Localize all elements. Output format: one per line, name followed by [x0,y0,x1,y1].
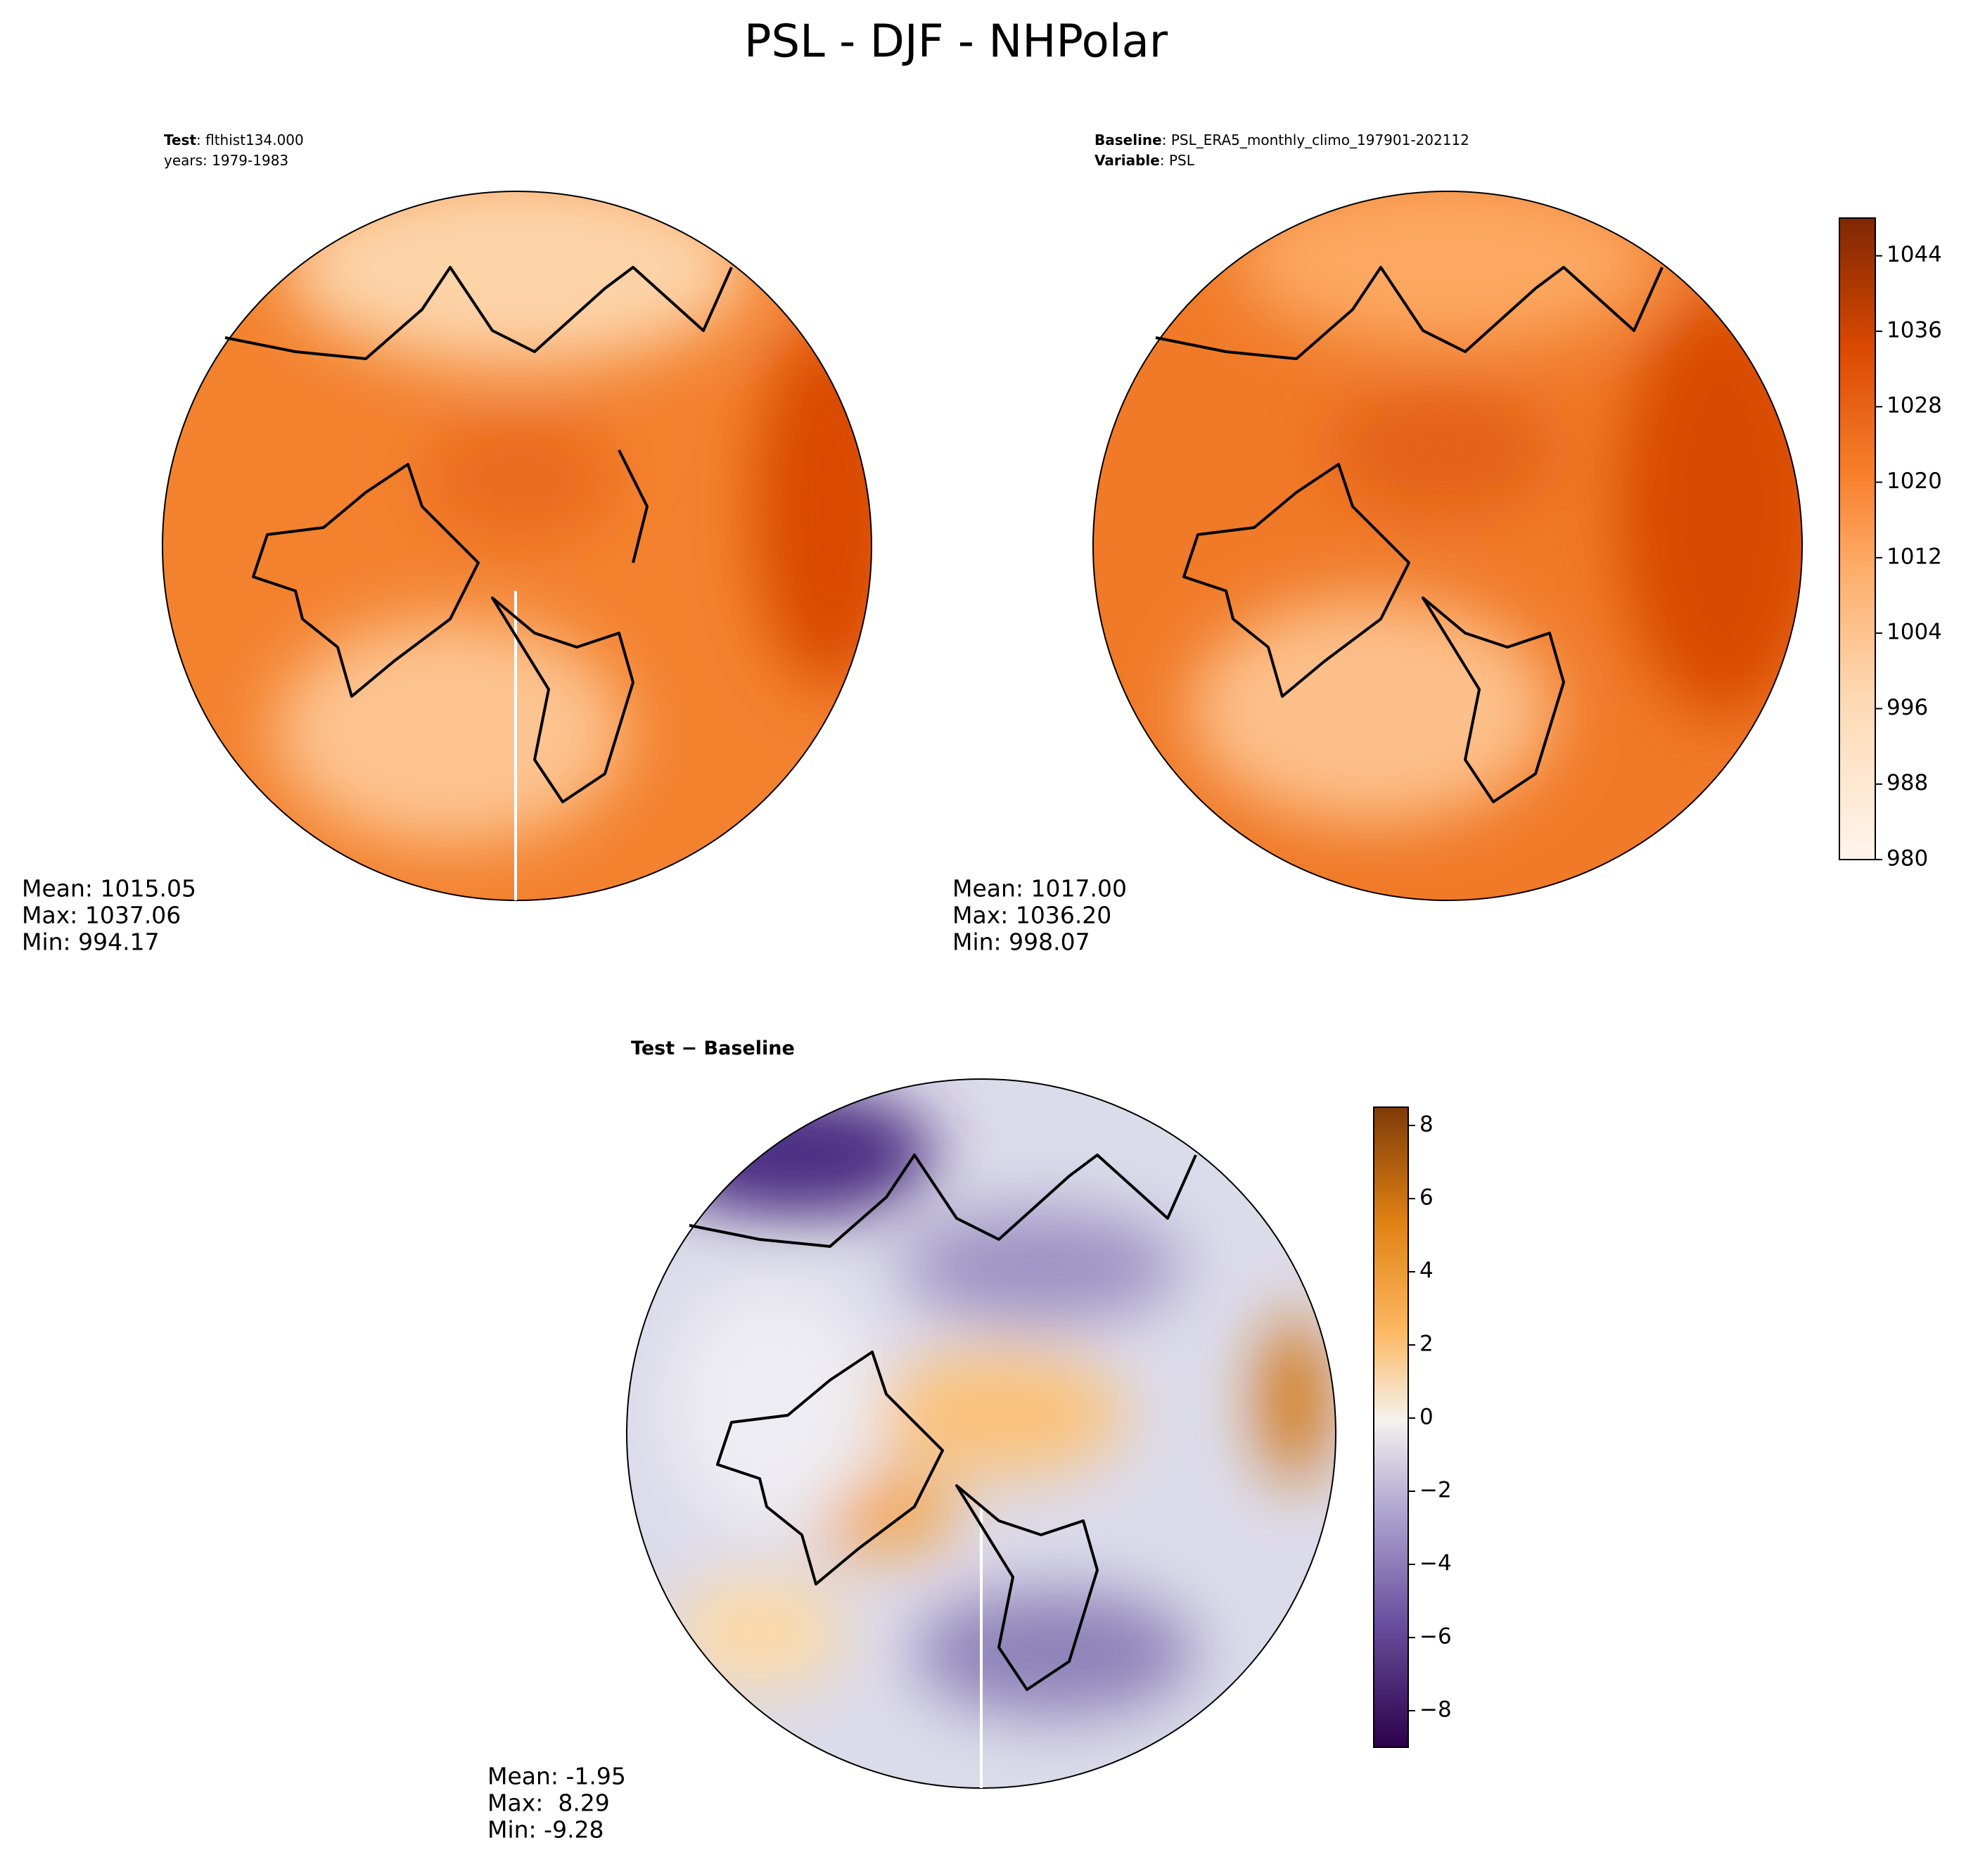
colorbar-tick-label: 1012 [1887,544,1942,569]
colorbar-tick-label: 988 [1887,770,1928,796]
colorbar [1839,217,1876,860]
header-key: Variable [1094,152,1160,169]
colorbar-tick-label: 1028 [1887,393,1942,419]
colorbar-tick-label: 4 [1419,1258,1434,1284]
colorbars: 980 988 996 1004 1012 1020 1028 1036 1044 −8 −6 −4 −… [1373,217,1942,1748]
stat-label: Min: 994.17 [22,929,160,956]
colorbar-tick-label: −4 [1419,1551,1452,1576]
colorbar-tick-label: 0 [1419,1405,1434,1430]
stat-label: Min: 998.07 [952,929,1090,956]
header-text: : PSL_ERA5_monthly_climo_197901-202112 [1162,132,1469,148]
colorbar-tick-label: 6 [1419,1185,1434,1211]
stat-label: Max: 1036.20 [952,902,1111,929]
panel-header: Test: flthist134.000 [164,132,304,148]
stat-label: Min: -9.28 [487,1816,604,1844]
colorbar-tick-label: 996 [1887,695,1928,720]
stat-label: Max: 8.29 [487,1789,610,1817]
colorbar-tick-label: −2 [1419,1478,1452,1503]
header-key: Test [164,132,196,148]
map-difference [627,1079,1336,1788]
panel-header: Test − Baseline [631,1038,795,1059]
stat-label: Max: 1037.06 [22,902,181,929]
colorbar-tick-label: 1036 [1887,317,1942,343]
colorbar-tick-label: −6 [1419,1624,1452,1650]
colorbar-tick-label: 1044 [1887,242,1942,267]
map-frame [1092,191,1803,901]
map-baseline [1093,191,1802,900]
header-key: Test − Baseline [631,1038,795,1059]
colorbar-tick-label: 980 [1887,846,1928,872]
colorbar-tick-label: −8 [1419,1697,1452,1723]
colorbar-tick-label: 8 [1419,1112,1434,1137]
colorbar-tick-label: 1004 [1887,620,1942,645]
coastline [689,1154,1197,1691]
header-text: years: 1979-1983 [164,152,288,169]
header-text: : PSL [1160,152,1195,169]
stat-label: Mean: -1.95 [487,1763,626,1790]
panel-header: Baseline: PSL_ERA5_monthly_climo_197901-… [1094,132,1469,148]
panel-header: Variable: PSL [1094,152,1195,169]
colorbar [1373,1106,1409,1748]
colorbar-tick-label: 1020 [1887,468,1942,494]
coastline [224,266,733,803]
stat-label: Mean: 1017.00 [952,875,1127,902]
coastline [1155,266,1664,803]
header-key: Baseline [1094,132,1162,148]
colorbar-tick-label: 2 [1419,1332,1434,1357]
header-text: : flthist134.000 [196,132,304,148]
panel-header: years: 1979-1983 [164,152,288,169]
figure-title: PSL - DJF - NHPolar [744,16,1168,68]
stat-label: Mean: 1015.05 [22,875,196,902]
